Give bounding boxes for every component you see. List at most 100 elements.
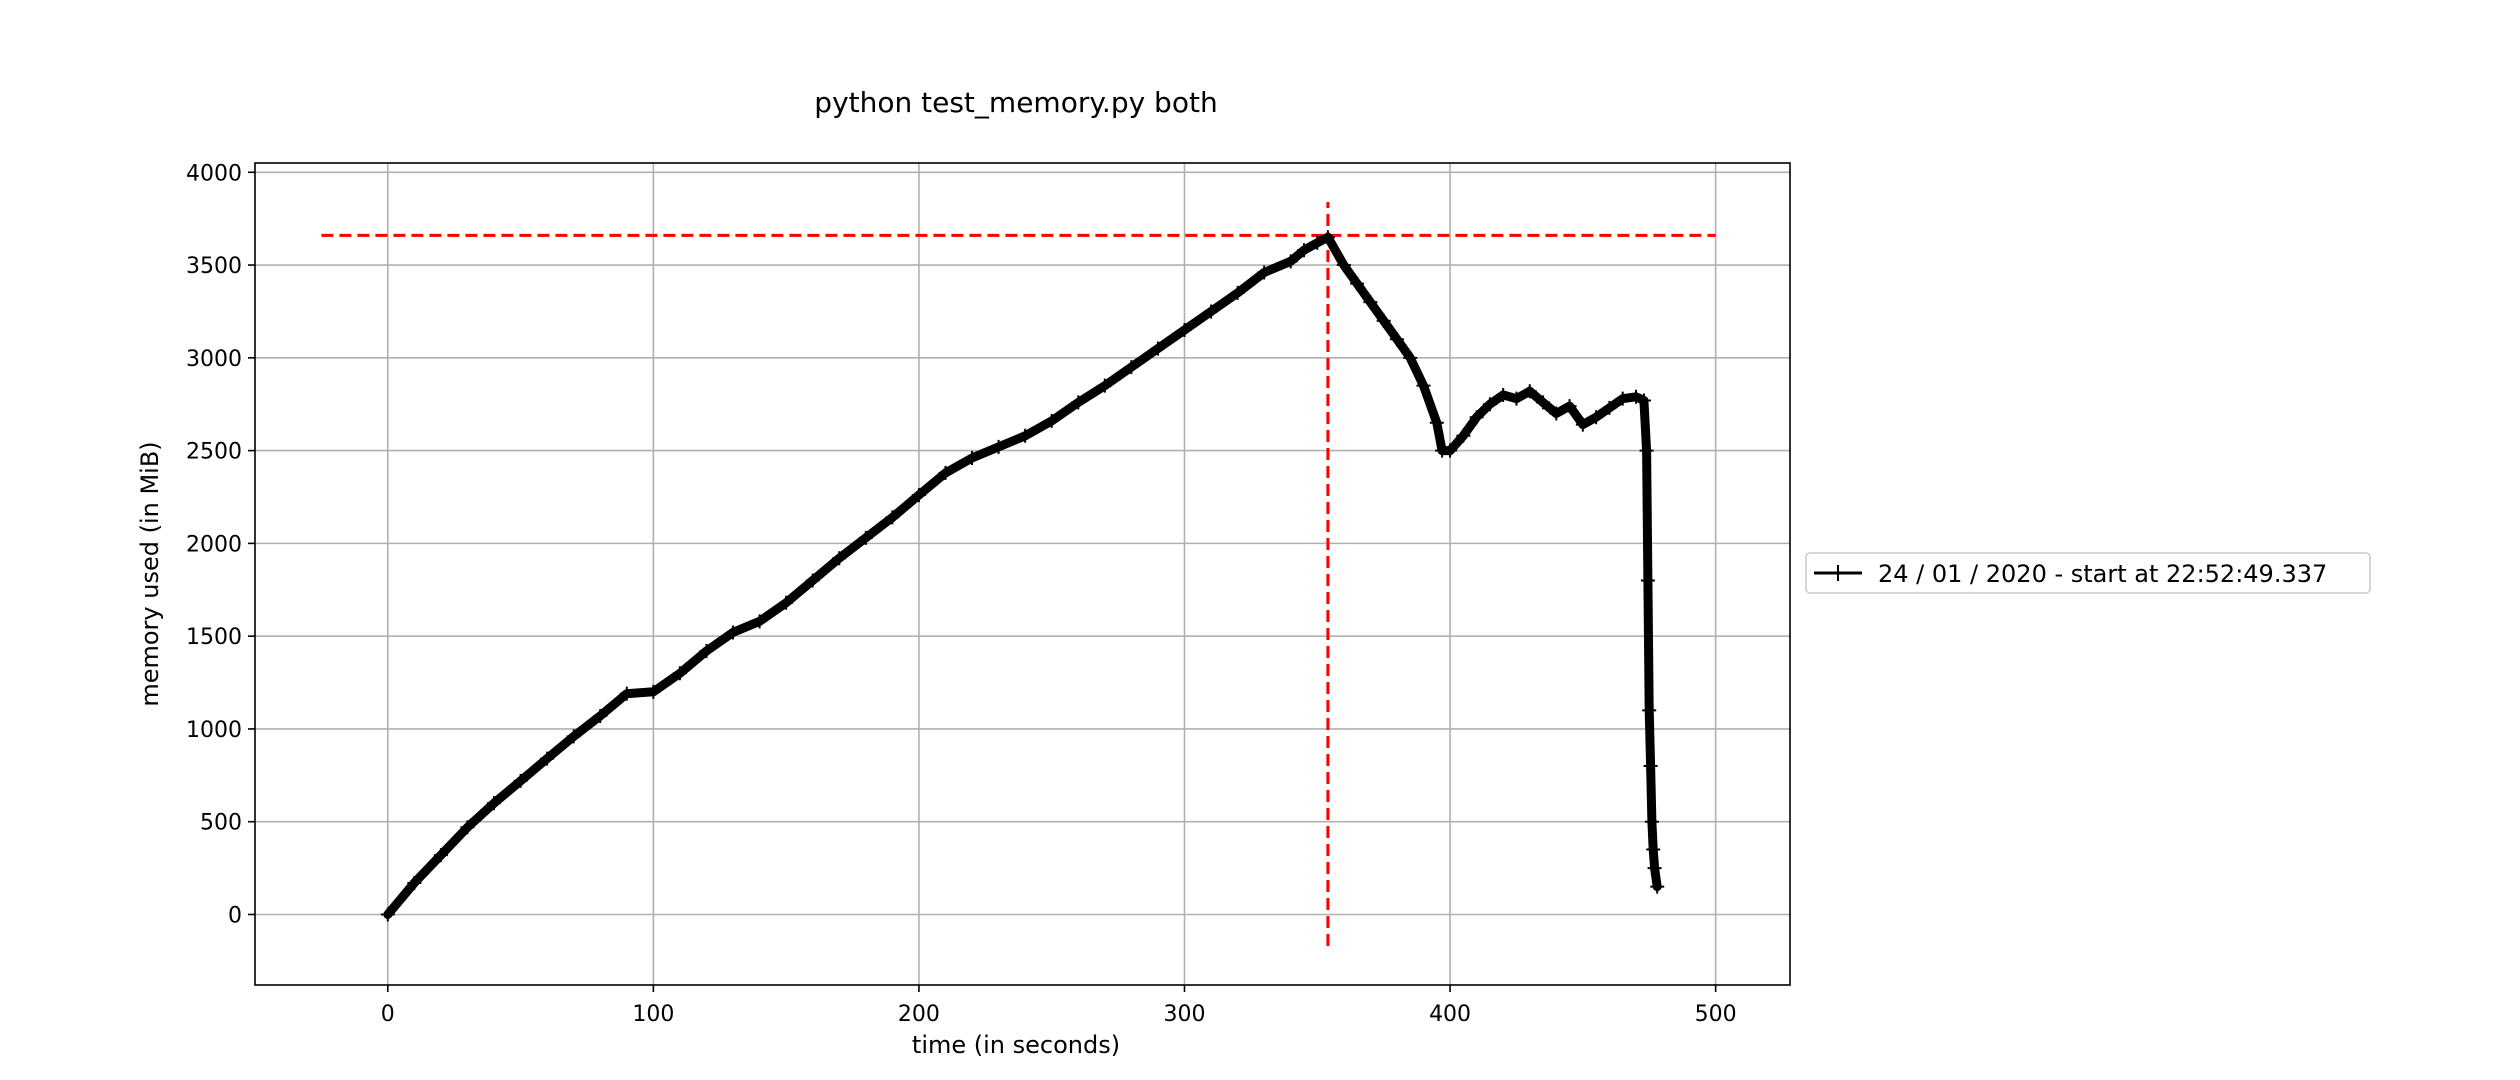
x-axis-label: time (in seconds) <box>912 1031 1120 1059</box>
y-axis-ticks: 0 500 1000 1500 2000 2500 3000 3500 4000 <box>186 161 255 928</box>
data-point-marker <box>1646 842 1661 857</box>
y-tick-label: 3000 <box>186 347 242 372</box>
data-point-marker <box>672 666 687 681</box>
data-point-marker <box>1469 410 1484 425</box>
data-point-marker <box>726 625 741 640</box>
data-point-marker <box>1647 861 1662 876</box>
x-tick-label: 500 <box>1695 1002 1737 1027</box>
data-point-marker <box>1636 393 1651 408</box>
data-point-marker <box>540 751 555 766</box>
data-point-marker <box>460 820 475 835</box>
x-tick-label: 100 <box>632 1002 674 1027</box>
series-line <box>383 232 1662 919</box>
x-tick-label: 0 <box>381 1002 395 1027</box>
data-point-marker <box>1018 428 1033 443</box>
data-point-marker <box>1496 387 1511 402</box>
data-point-marker <box>1643 759 1658 774</box>
data-point-marker <box>1509 391 1524 406</box>
data-point-marker <box>1150 341 1165 356</box>
data-point-marker <box>752 614 767 629</box>
data-point-marker <box>433 848 448 863</box>
y-tick-label: 0 <box>228 903 242 928</box>
data-point-marker <box>1549 406 1564 421</box>
data-point-marker <box>885 510 900 525</box>
data-point-marker <box>938 465 953 480</box>
y-tick-label: 500 <box>200 811 242 836</box>
data-point-marker <box>1403 350 1418 365</box>
series-layer <box>380 230 1665 922</box>
data-point-marker <box>1642 703 1657 718</box>
data-point-marker <box>1640 573 1655 588</box>
data-point-marker <box>805 573 820 588</box>
y-tick-label: 2000 <box>186 532 242 557</box>
chart-title: python test_memory.py both <box>814 86 1217 119</box>
data-point-marker <box>1310 235 1325 250</box>
data-point-marker <box>832 551 847 566</box>
data-point-marker <box>1650 879 1665 894</box>
plot-area-frame <box>254 162 1791 986</box>
data-point-marker <box>1639 443 1654 458</box>
data-point-marker <box>407 875 422 890</box>
data-point-marker <box>1536 395 1551 410</box>
reference-lines <box>321 201 1716 947</box>
data-point-marker <box>487 796 502 811</box>
data-point-marker <box>1376 313 1391 328</box>
legend-marker <box>1830 565 1846 581</box>
data-point-marker <box>1456 428 1471 443</box>
data-point-marker <box>699 644 714 659</box>
data-point-marker <box>646 684 661 699</box>
data-point-marker <box>380 907 395 922</box>
y-tick-label: 1000 <box>186 718 242 743</box>
data-point-marker <box>1562 399 1577 414</box>
legend-box <box>1805 552 2371 594</box>
y-axis-label: memory used (in MiB) <box>136 441 164 706</box>
data-point-marker <box>858 530 873 545</box>
data-point-marker <box>1644 814 1659 829</box>
data-point-marker <box>1350 276 1365 291</box>
data-point-marker <box>619 686 634 701</box>
data-point-marker <box>1177 322 1192 337</box>
data-point-marker <box>779 595 794 610</box>
data-point-marker <box>1443 443 1458 458</box>
data-point-marker <box>1575 417 1590 432</box>
data-point-marker <box>1320 230 1335 245</box>
data-point-marker <box>1416 378 1431 393</box>
y-tick-label: 2500 <box>186 440 242 465</box>
x-tick-label: 400 <box>1429 1002 1471 1027</box>
legend: 24 / 01 / 2020 - start at 22:52:49.337 <box>1805 552 2371 594</box>
data-point-marker <box>1628 389 1643 404</box>
data-point-marker <box>965 451 980 466</box>
data-point-marker <box>1429 415 1444 430</box>
y-tick-label: 1500 <box>186 625 242 650</box>
y-tick-label: 4000 <box>186 161 242 186</box>
data-point-marker <box>1615 391 1630 406</box>
data-point-marker <box>566 729 581 744</box>
data-point-marker <box>1044 413 1059 428</box>
data-point-marker <box>1283 254 1298 269</box>
data-point-marker <box>1589 410 1604 425</box>
y-tick-label: 3500 <box>186 254 242 279</box>
data-point-marker <box>1602 400 1617 415</box>
grid-lines <box>255 163 1790 985</box>
x-axis-ticks: 0 100 200 300 400 500 <box>381 985 1737 1027</box>
data-point-marker <box>1124 360 1139 375</box>
data-point-marker <box>1363 295 1378 310</box>
data-point-marker <box>1097 378 1112 393</box>
data-point-marker <box>1257 265 1272 280</box>
data-point-marker <box>1389 332 1404 347</box>
data-point-marker <box>1482 397 1497 412</box>
data-point-marker <box>593 708 608 723</box>
data-point-marker <box>1522 384 1537 399</box>
data-point-marker <box>1297 243 1312 258</box>
data-point-marker <box>1071 395 1086 410</box>
data-point-marker <box>1230 285 1245 300</box>
x-tick-label: 200 <box>898 1002 940 1027</box>
data-point-marker <box>1204 304 1219 319</box>
data-point-marker <box>991 439 1006 454</box>
data-point-marker <box>911 488 926 503</box>
legend-entry-label: 24 / 01 / 2020 - start at 22:52:49.337 <box>1878 560 2327 588</box>
data-point-marker <box>513 773 528 788</box>
data-point-marker <box>1336 258 1351 273</box>
x-tick-label: 300 <box>1163 1002 1205 1027</box>
